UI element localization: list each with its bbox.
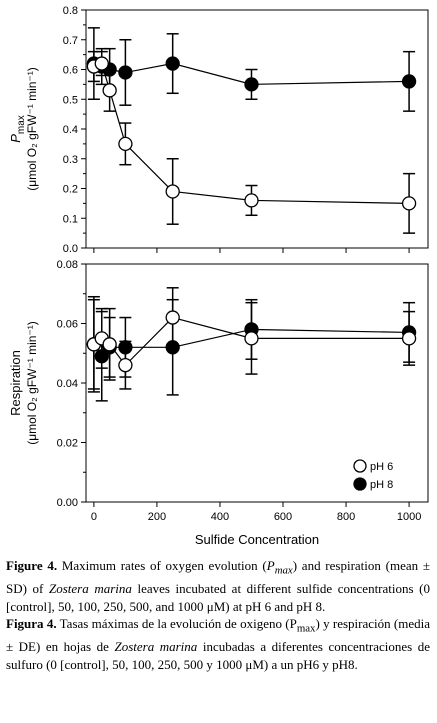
x-tick-label: 800: [337, 511, 355, 523]
respiration-panel: 0.00 0.02 0.04 0.06 0.08 0 200 400 600 800 1000 Sul…: [8, 259, 429, 547]
data-point-ph8: [401, 74, 417, 89]
pmax-panel: 0.0 0.1 0.2 0.3 0.4 0.5 0.6 0.7 0.8 Pmax(μmol O₂ …: [8, 5, 429, 255]
data-point-ph6: [165, 184, 180, 199]
y-tick-label: 0.0: [63, 243, 78, 255]
data-point-ph6: [244, 193, 259, 208]
data-point-ph8: [244, 77, 259, 92]
caption-en-pmax-sub: max: [274, 564, 293, 577]
caption-en-label: Figure 4.: [6, 558, 58, 573]
caption-en-text-3: leaves incubated at different sulfide co…: [6, 581, 430, 614]
x-tick-label: 400: [211, 511, 229, 523]
caption-en-text-1: Maximum rates of oxygen evolution (: [57, 558, 267, 573]
caption-english: Figure 4. Maximum rates of oxygen evolut…: [6, 557, 430, 615]
y-tick-label: 0.8: [63, 5, 78, 17]
y-tick-label: 0.00: [57, 497, 78, 509]
x-axis-label: Sulfide Concentration: [195, 532, 319, 547]
plot-frame: [85, 9, 429, 249]
legend-label: pH 6: [370, 461, 393, 473]
y-axis-label: Pmax: [8, 115, 27, 143]
y-tick-label: 0.04: [57, 378, 78, 390]
y-tick-label: 0.1: [63, 213, 78, 225]
caption-es-text-3: incubadas a diferentes concentraciones d…: [6, 639, 430, 672]
y-tick-label: 0.3: [63, 154, 78, 166]
caption-spanish: Figura 4. Tasas máximas de la evolución …: [6, 615, 430, 673]
caption-en-pmax: P: [266, 558, 275, 573]
caption-es-text-1: Tasas máximas de la evolución de oxigeno…: [56, 616, 297, 632]
y-tick-label: 0.06: [57, 319, 78, 331]
caption-es-pmax-sub: max: [296, 622, 316, 635]
y-tick-label: 0.5: [63, 94, 78, 106]
y-tick-label: 0.2: [63, 184, 78, 196]
y-tick-label: 0.4: [63, 124, 78, 136]
y-tick-label: 0.6: [63, 65, 78, 77]
x-tick-label: 0: [91, 511, 97, 523]
y-axis-unit-label: (μmol O₂ gFW⁻¹ min⁻¹): [25, 67, 39, 191]
data-point-ph6: [401, 331, 417, 346]
data-point-ph6: [94, 56, 109, 71]
data-point-ph8: [118, 65, 133, 80]
data-point-ph6: [118, 136, 133, 152]
x-tick-label: 200: [148, 511, 166, 523]
data-point-ph6: [244, 331, 259, 346]
figure-caption: Figure 4. Maximum rates of oxygen evolut…: [6, 557, 430, 673]
caption-es-label: Figura 4.: [6, 616, 57, 632]
y-tick-label: 0.08: [57, 259, 78, 271]
caption-en-text-2: ) and respiration (mean ± SD) of: [6, 558, 430, 597]
legend-marker-ph6: [353, 459, 367, 473]
data-point-ph6: [118, 357, 133, 373]
y-tick-label: 0.7: [63, 35, 78, 47]
data-point-ph8: [165, 56, 180, 71]
x-tick-label: 600: [274, 511, 292, 523]
x-tick-label: 1000: [397, 511, 421, 523]
legend-marker-ph8: [353, 477, 367, 491]
data-point-ph6: [102, 337, 117, 352]
caption-es-species: Zostera marina: [114, 639, 198, 655]
y-tick-label: 0.02: [57, 438, 78, 450]
legend-label: pH 8: [370, 479, 393, 491]
caption-es-text-2: ) y respiración (media ± DE) en hojas de: [6, 616, 430, 655]
y-axis-unit-label: (μmol O₂ gFW⁻¹ min⁻¹): [25, 321, 39, 445]
caption-en-species: Zostera marina: [48, 581, 132, 597]
data-point-ph6: [102, 83, 117, 98]
data-point-ph6: [401, 196, 417, 211]
y-axis-label: Respiration: [8, 350, 23, 416]
data-point-ph6: [165, 310, 180, 325]
